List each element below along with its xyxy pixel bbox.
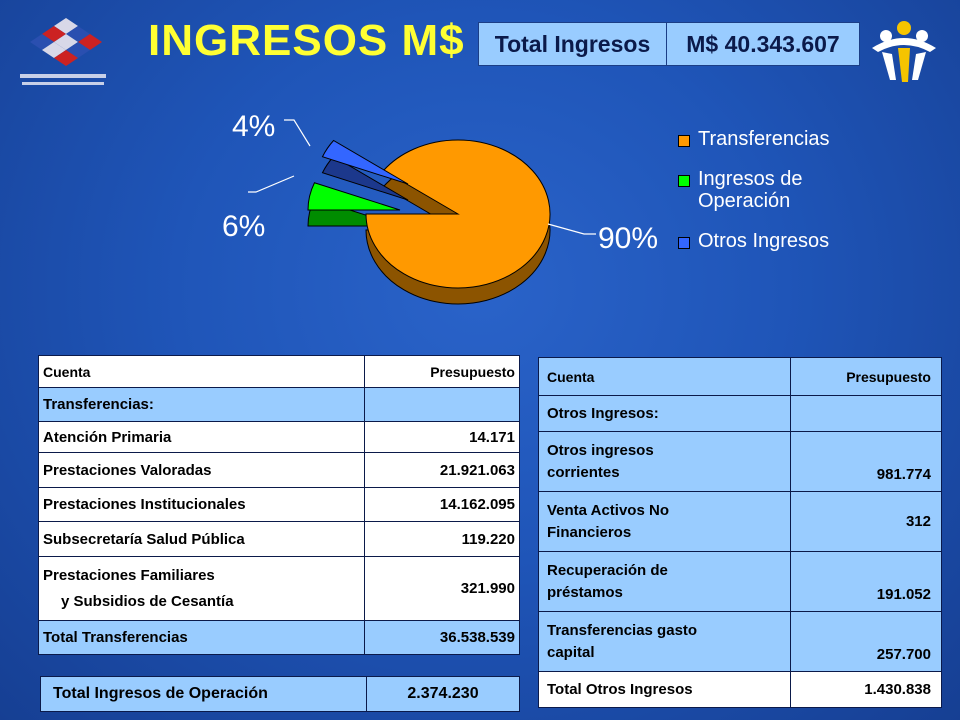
row-cuenta: Prestaciones Valoradas: [38, 452, 365, 488]
row-valor: 14.162.095: [364, 487, 520, 522]
legend-label-otros: Otros Ingresos: [698, 230, 830, 252]
total-row: Total Transferencias 36.538.539: [38, 620, 520, 655]
table-row: Prestaciones Institucionales 14.162.095: [38, 487, 520, 522]
legend-label-operacion: Ingresos de Operación: [698, 168, 803, 212]
total-ingresos-box: Total Ingresos M$ 40.343.607: [478, 22, 860, 66]
data-label-otros: 4%: [232, 110, 275, 143]
section-label: Transferencias:: [38, 387, 365, 422]
legend-item-otros: Otros Ingresos: [678, 230, 908, 252]
transferencias-table: Cuenta Presupuesto Transferencias: Atenc…: [38, 355, 520, 655]
row-cuenta: Recuperación de préstamos: [538, 551, 791, 612]
ingresos-operacion-label: Total Ingresos de Operación: [41, 677, 367, 711]
row-cuenta-line1: Otros ingresos: [547, 441, 654, 459]
table-row: Atención Primaria 14.171: [38, 421, 520, 453]
table-row: Venta Activos No Financieros 312: [538, 491, 942, 552]
section-label: Otros Ingresos:: [538, 395, 791, 432]
row-cuenta-line1: Transferencias gasto: [547, 621, 698, 639]
pie-slice-transferencias: [365, 139, 551, 289]
row-valor: 14.171: [364, 421, 520, 453]
row-valor: 257.700: [790, 611, 942, 672]
row-cuenta: Atención Primaria: [38, 421, 365, 453]
row-valor: 321.990: [364, 556, 520, 621]
chart-legend: Transferencias Ingresos de Operación Otr…: [678, 128, 908, 270]
familiares-line1: Prestaciones Familiares: [43, 566, 215, 584]
familiares-line2: y Subsidios de Cesantía: [61, 592, 234, 610]
total-transferencias-value: 36.538.539: [364, 620, 520, 655]
table-row: Prestaciones Valoradas 21.921.063: [38, 452, 520, 488]
total-row: Total Otros Ingresos 1.430.838: [538, 671, 942, 708]
section-empty-cell: [364, 387, 520, 422]
total-otros-value: 1.430.838: [790, 671, 942, 708]
row-cuenta-line2: Financieros: [547, 523, 632, 541]
row-cuenta: Otros ingresos corrientes: [538, 431, 791, 492]
total-ingresos-label: Total Ingresos: [479, 23, 667, 65]
total-ingresos-value: M$ 40.343.607: [686, 30, 840, 57]
data-label-operacion: 6%: [222, 210, 265, 243]
row-valor: 312: [790, 491, 942, 552]
header-presupuesto: Presupuesto: [364, 355, 520, 388]
table-row: Recuperación de préstamos 191.052: [538, 551, 942, 612]
legend-swatch-transferencias: [678, 135, 690, 147]
table-row: Otros Ingresos:: [538, 395, 942, 432]
legend-label-transferencias: Transferencias: [698, 128, 830, 150]
pie-chart: 4% 6% 90%: [222, 110, 658, 305]
table-row: Transferencias gasto capital 257.700: [538, 611, 942, 672]
pie-slice-otros: [321, 139, 409, 185]
ingresos-operacion-box: Total Ingresos de Operación 2.374.230: [40, 676, 520, 712]
page-title: INGRESOS M$: [148, 16, 465, 65]
data-label-transferencias: 90%: [598, 222, 658, 255]
row-cuenta-line2: préstamos: [547, 583, 623, 601]
row-cuenta: Subsecretaría Salud Pública: [38, 521, 365, 557]
row-cuenta: Venta Activos No Financieros: [538, 491, 791, 552]
row-cuenta-line1: Recuperación de: [547, 561, 668, 579]
fonasa-people-logo: [872, 21, 936, 82]
section-empty-cell: [790, 395, 942, 432]
row-valor: 981.774: [790, 431, 942, 492]
row-valor: 119.220: [364, 521, 520, 557]
table-row: Subsecretaría Salud Pública 119.220: [38, 521, 520, 557]
row-valor: 21.921.063: [364, 452, 520, 488]
ingresos-operacion-value: 2.374.230: [407, 685, 479, 702]
gobierno-chile-logo: [20, 18, 106, 85]
row-cuenta: Prestaciones Institucionales: [38, 487, 365, 522]
table-header-row: Cuenta Presupuesto: [538, 357, 942, 396]
table-row: Transferencias:: [38, 387, 520, 422]
legend-swatch-operacion: [678, 175, 690, 187]
header-cuenta: Cuenta: [38, 355, 365, 388]
legend-item-transferencias: Transferencias: [678, 128, 908, 150]
table-row: Prestaciones Familiares y Subsidios de C…: [38, 556, 520, 621]
row-cuenta-line2: corrientes: [547, 463, 620, 481]
leader-line-operacion: [248, 175, 295, 193]
otros-ingresos-table: Cuenta Presupuesto Otros Ingresos: Otros…: [538, 357, 942, 708]
row-cuenta: Transferencias gasto capital: [538, 611, 791, 672]
row-cuenta-line1: Venta Activos No: [547, 501, 669, 519]
table-row: Otros ingresos corrientes 981.774: [538, 431, 942, 492]
leader-line-transferencias: [547, 223, 596, 235]
legend-swatch-otros: [678, 237, 690, 249]
header-cuenta: Cuenta: [538, 357, 791, 396]
total-transferencias-label: Total Transferencias: [38, 620, 365, 655]
header-presupuesto: Presupuesto: [790, 357, 942, 396]
row-cuenta-line2: capital: [547, 643, 595, 661]
total-otros-label: Total Otros Ingresos: [538, 671, 791, 708]
table-header-row: Cuenta Presupuesto: [38, 355, 520, 388]
row-valor: 191.052: [790, 551, 942, 612]
legend-item-operacion: Ingresos de Operación: [678, 168, 908, 212]
row-cuenta-familiares: Prestaciones Familiares y Subsidios de C…: [38, 556, 365, 621]
pie-slice-operacion: [307, 182, 401, 211]
leader-line-otros: [284, 119, 311, 147]
